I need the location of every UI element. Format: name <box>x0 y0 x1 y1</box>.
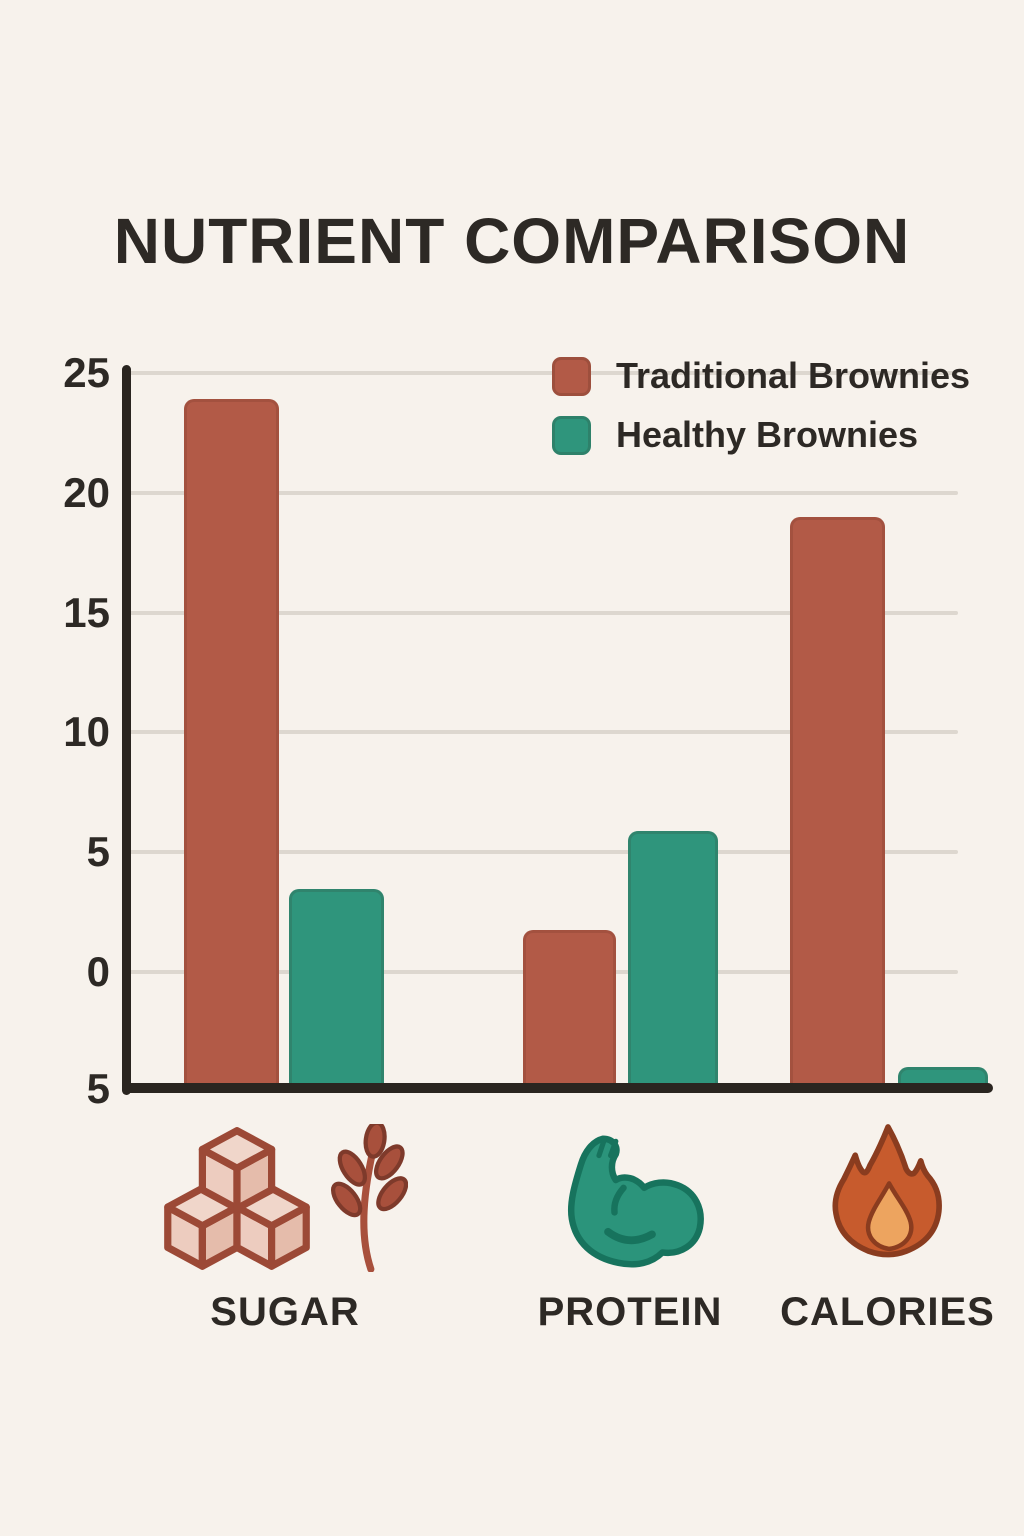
category-label-calories: CALORIES <box>780 1290 995 1334</box>
category-protein: PROTEIN <box>505 1120 755 1350</box>
x-axis-line <box>122 1083 993 1093</box>
legend: Traditional Brownies Healthy Brownies <box>552 355 970 456</box>
wheat-stalk-icon <box>330 1124 408 1272</box>
y-axis-line <box>122 365 131 1095</box>
gridline <box>123 371 958 375</box>
category-calories: CALORIES <box>760 1120 1015 1350</box>
sugar-cubes-icon <box>164 1127 310 1270</box>
chart-title: NUTRIENT COMPARISON <box>113 205 911 277</box>
legend-swatch-healthy <box>552 415 591 455</box>
y-tick-label: 15 <box>63 588 110 636</box>
flame-icon <box>831 1124 942 1258</box>
flexed-bicep-icon <box>567 1135 704 1268</box>
sugar-icons-group <box>140 1120 430 1272</box>
protein-icons-group <box>505 1120 755 1272</box>
legend-item-healthy: Healthy Brownies <box>552 414 970 456</box>
y-tick-label: 25 <box>63 349 110 396</box>
gridline <box>123 730 958 735</box>
category-sugar: SUGAR <box>140 1120 430 1350</box>
bar-calories-traditional <box>790 516 885 1089</box>
y-tick-label: 0 <box>86 948 110 995</box>
bar-protein-healthy <box>628 830 718 1089</box>
y-tick-label: 5 <box>86 828 110 876</box>
category-label-sugar: SUGAR <box>210 1290 360 1334</box>
category-label-protein: PROTEIN <box>537 1290 723 1334</box>
calories-icons-group <box>760 1120 1015 1272</box>
y-tick-label: 5 <box>86 1065 110 1113</box>
y-tick-label: 20 <box>63 468 110 516</box>
gridline <box>123 850 958 855</box>
gridline <box>123 490 958 495</box>
bar-sugar-traditional <box>184 399 279 1089</box>
gridline <box>123 610 958 615</box>
bar-protein-traditional <box>523 930 616 1089</box>
legend-swatch-traditional <box>552 356 591 396</box>
legend-label-traditional: Traditional Brownies <box>616 355 971 396</box>
bar-sugar-healthy <box>289 889 384 1089</box>
y-tick-label: 10 <box>63 708 110 756</box>
legend-label-healthy: Healthy Brownies <box>616 414 919 455</box>
legend-item-traditional: Traditional Brownies <box>552 355 970 397</box>
